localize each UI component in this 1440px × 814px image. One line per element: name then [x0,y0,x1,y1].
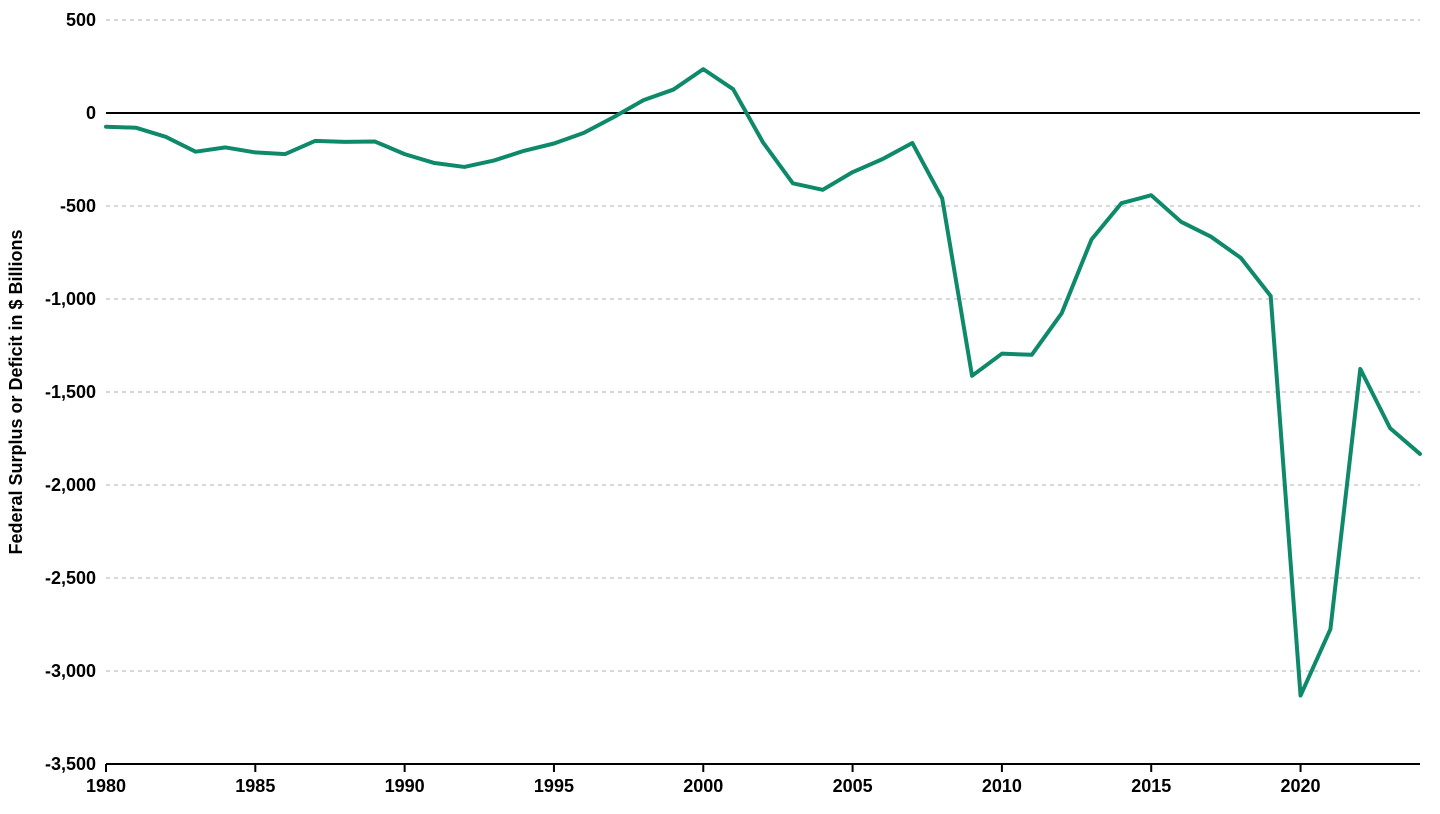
y-tick-label: -1,500 [45,382,96,402]
y-tick-label: -2,000 [45,475,96,495]
x-tick-label: 1995 [534,776,574,796]
y-tick-label: -1,000 [45,289,96,309]
x-tick-label: 2020 [1281,776,1321,796]
x-tick-label: 1990 [385,776,425,796]
x-tick-label: 1985 [235,776,275,796]
x-tick-label: 2000 [683,776,723,796]
chart-svg: 500 0 -500 -1,000 -1,500 -2,000 -2,500 -3,000 -3… [0,0,1440,814]
y-tick-label: 0 [86,103,96,123]
deficit-series-line [106,69,1420,695]
y-tick-label: -500 [60,196,96,216]
x-tick-label: 1980 [86,776,126,796]
x-tick-label: 2010 [982,776,1022,796]
deficit-line-chart: 500 0 -500 -1,000 -1,500 -2,000 -2,500 -3,000 -3… [0,0,1440,814]
y-tick-label: -2,500 [45,568,96,588]
y-tick-label: -3,000 [45,661,96,681]
x-tick-label: 2005 [833,776,873,796]
x-tick-label: 2015 [1131,776,1171,796]
y-axis-title: Federal Surplus or Deficit in $ Billions [6,229,26,554]
y-tick-label: -3,500 [45,754,96,774]
y-tick-label: 500 [66,10,96,30]
